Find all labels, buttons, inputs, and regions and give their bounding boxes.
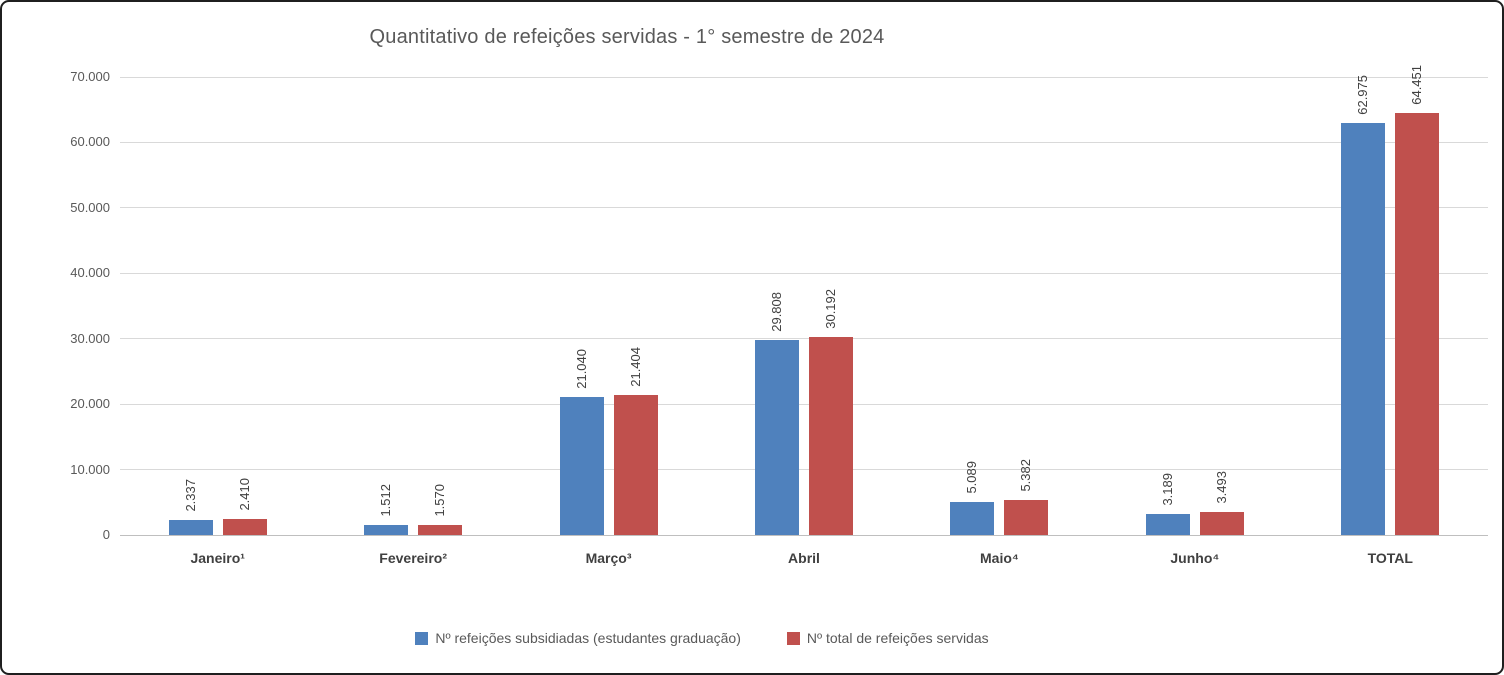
bar-value-label: 1.512	[378, 484, 394, 517]
legend-swatch-icon	[786, 631, 800, 645]
gridline	[120, 207, 1488, 209]
legend-label: Nº total de refeições servidas	[806, 630, 989, 646]
bar-subsidiadas	[1145, 514, 1190, 535]
bar-subsidiadas	[1341, 123, 1386, 535]
plot-area: 0 10.000 20.000 30.000 40.000 50.000 60.000 70.…	[70, 65, 1488, 566]
bar-total	[418, 525, 463, 535]
chart-legend: Nº refeições subsidiadas (estudantes gra…	[2, 630, 1402, 646]
gridline	[120, 534, 1488, 536]
gridline	[120, 76, 1488, 78]
bar-total	[1199, 512, 1244, 535]
bar-value-label: 5.089	[964, 461, 980, 494]
legend-item-total: Nº total de refeições servidas	[786, 630, 989, 646]
y-axis-tick-label: 20.000	[70, 396, 110, 412]
x-axis-category-label: Junho⁴	[1170, 550, 1220, 566]
chart-title: Quantitativo de refeições servidas - 1° …	[369, 26, 885, 48]
bar-value-label: 2.410	[236, 478, 252, 511]
bar-total	[809, 337, 853, 535]
gridline	[120, 141, 1488, 143]
bar-subsidiadas	[950, 502, 995, 535]
bar-value-label: 3.189	[1159, 473, 1175, 506]
legend-label: Nº refeições subsidiadas (estudantes gra…	[435, 630, 741, 646]
y-axis-tick-label: 10.000	[70, 461, 110, 477]
bar-value-label: 29.808	[769, 292, 784, 332]
bar-subsidiadas	[364, 525, 409, 535]
bar-value-label: 3.493	[1213, 471, 1229, 504]
gridline	[120, 338, 1488, 340]
x-axis-category-label: Abril	[788, 550, 820, 566]
gridline	[120, 272, 1488, 274]
gridline	[120, 403, 1488, 405]
x-axis-category-label: Maio⁴	[980, 550, 1019, 566]
y-axis-tick-label: 0	[102, 527, 110, 542]
y-axis-tick-label: 50.000	[70, 199, 110, 215]
legend-swatch-icon	[415, 631, 429, 645]
y-axis-tick-label: 40.000	[70, 265, 110, 281]
bar-subsidiadas	[755, 340, 799, 535]
bar-value-label: 30.192	[823, 289, 838, 329]
x-axis-category-label: TOTAL	[1367, 550, 1413, 566]
bar-subsidiadas	[168, 520, 213, 535]
y-axis-tick-label: 70.000	[70, 69, 110, 84]
bar-value-label: 5.382	[1018, 459, 1034, 492]
x-axis-category-label: Fevereiro²	[379, 550, 447, 566]
x-axis-category-label: Março³	[585, 550, 632, 566]
bar-total	[222, 519, 267, 535]
bar-total	[1395, 113, 1440, 535]
gridline	[120, 469, 1488, 471]
legend-item-subsidiadas: Nº refeições subsidiadas (estudantes gra…	[415, 630, 741, 646]
y-axis-tick-label: 30.000	[70, 330, 110, 346]
bar-total	[613, 395, 658, 535]
bar-value-label: 62.975	[1355, 75, 1371, 115]
bar-value-label: 1.570	[432, 484, 448, 517]
bar-total	[1004, 500, 1049, 535]
bar-value-label: 2.337	[182, 479, 198, 512]
bar-value-label: 21.404	[627, 347, 643, 387]
x-axis-category-label: Janeiro¹	[190, 550, 245, 566]
y-axis-tick-label: 60.000	[70, 134, 110, 150]
bar-value-label: 21.040	[573, 349, 589, 389]
bar-subsidiadas	[559, 397, 604, 535]
bar-value-label: 64.451	[1409, 65, 1425, 105]
